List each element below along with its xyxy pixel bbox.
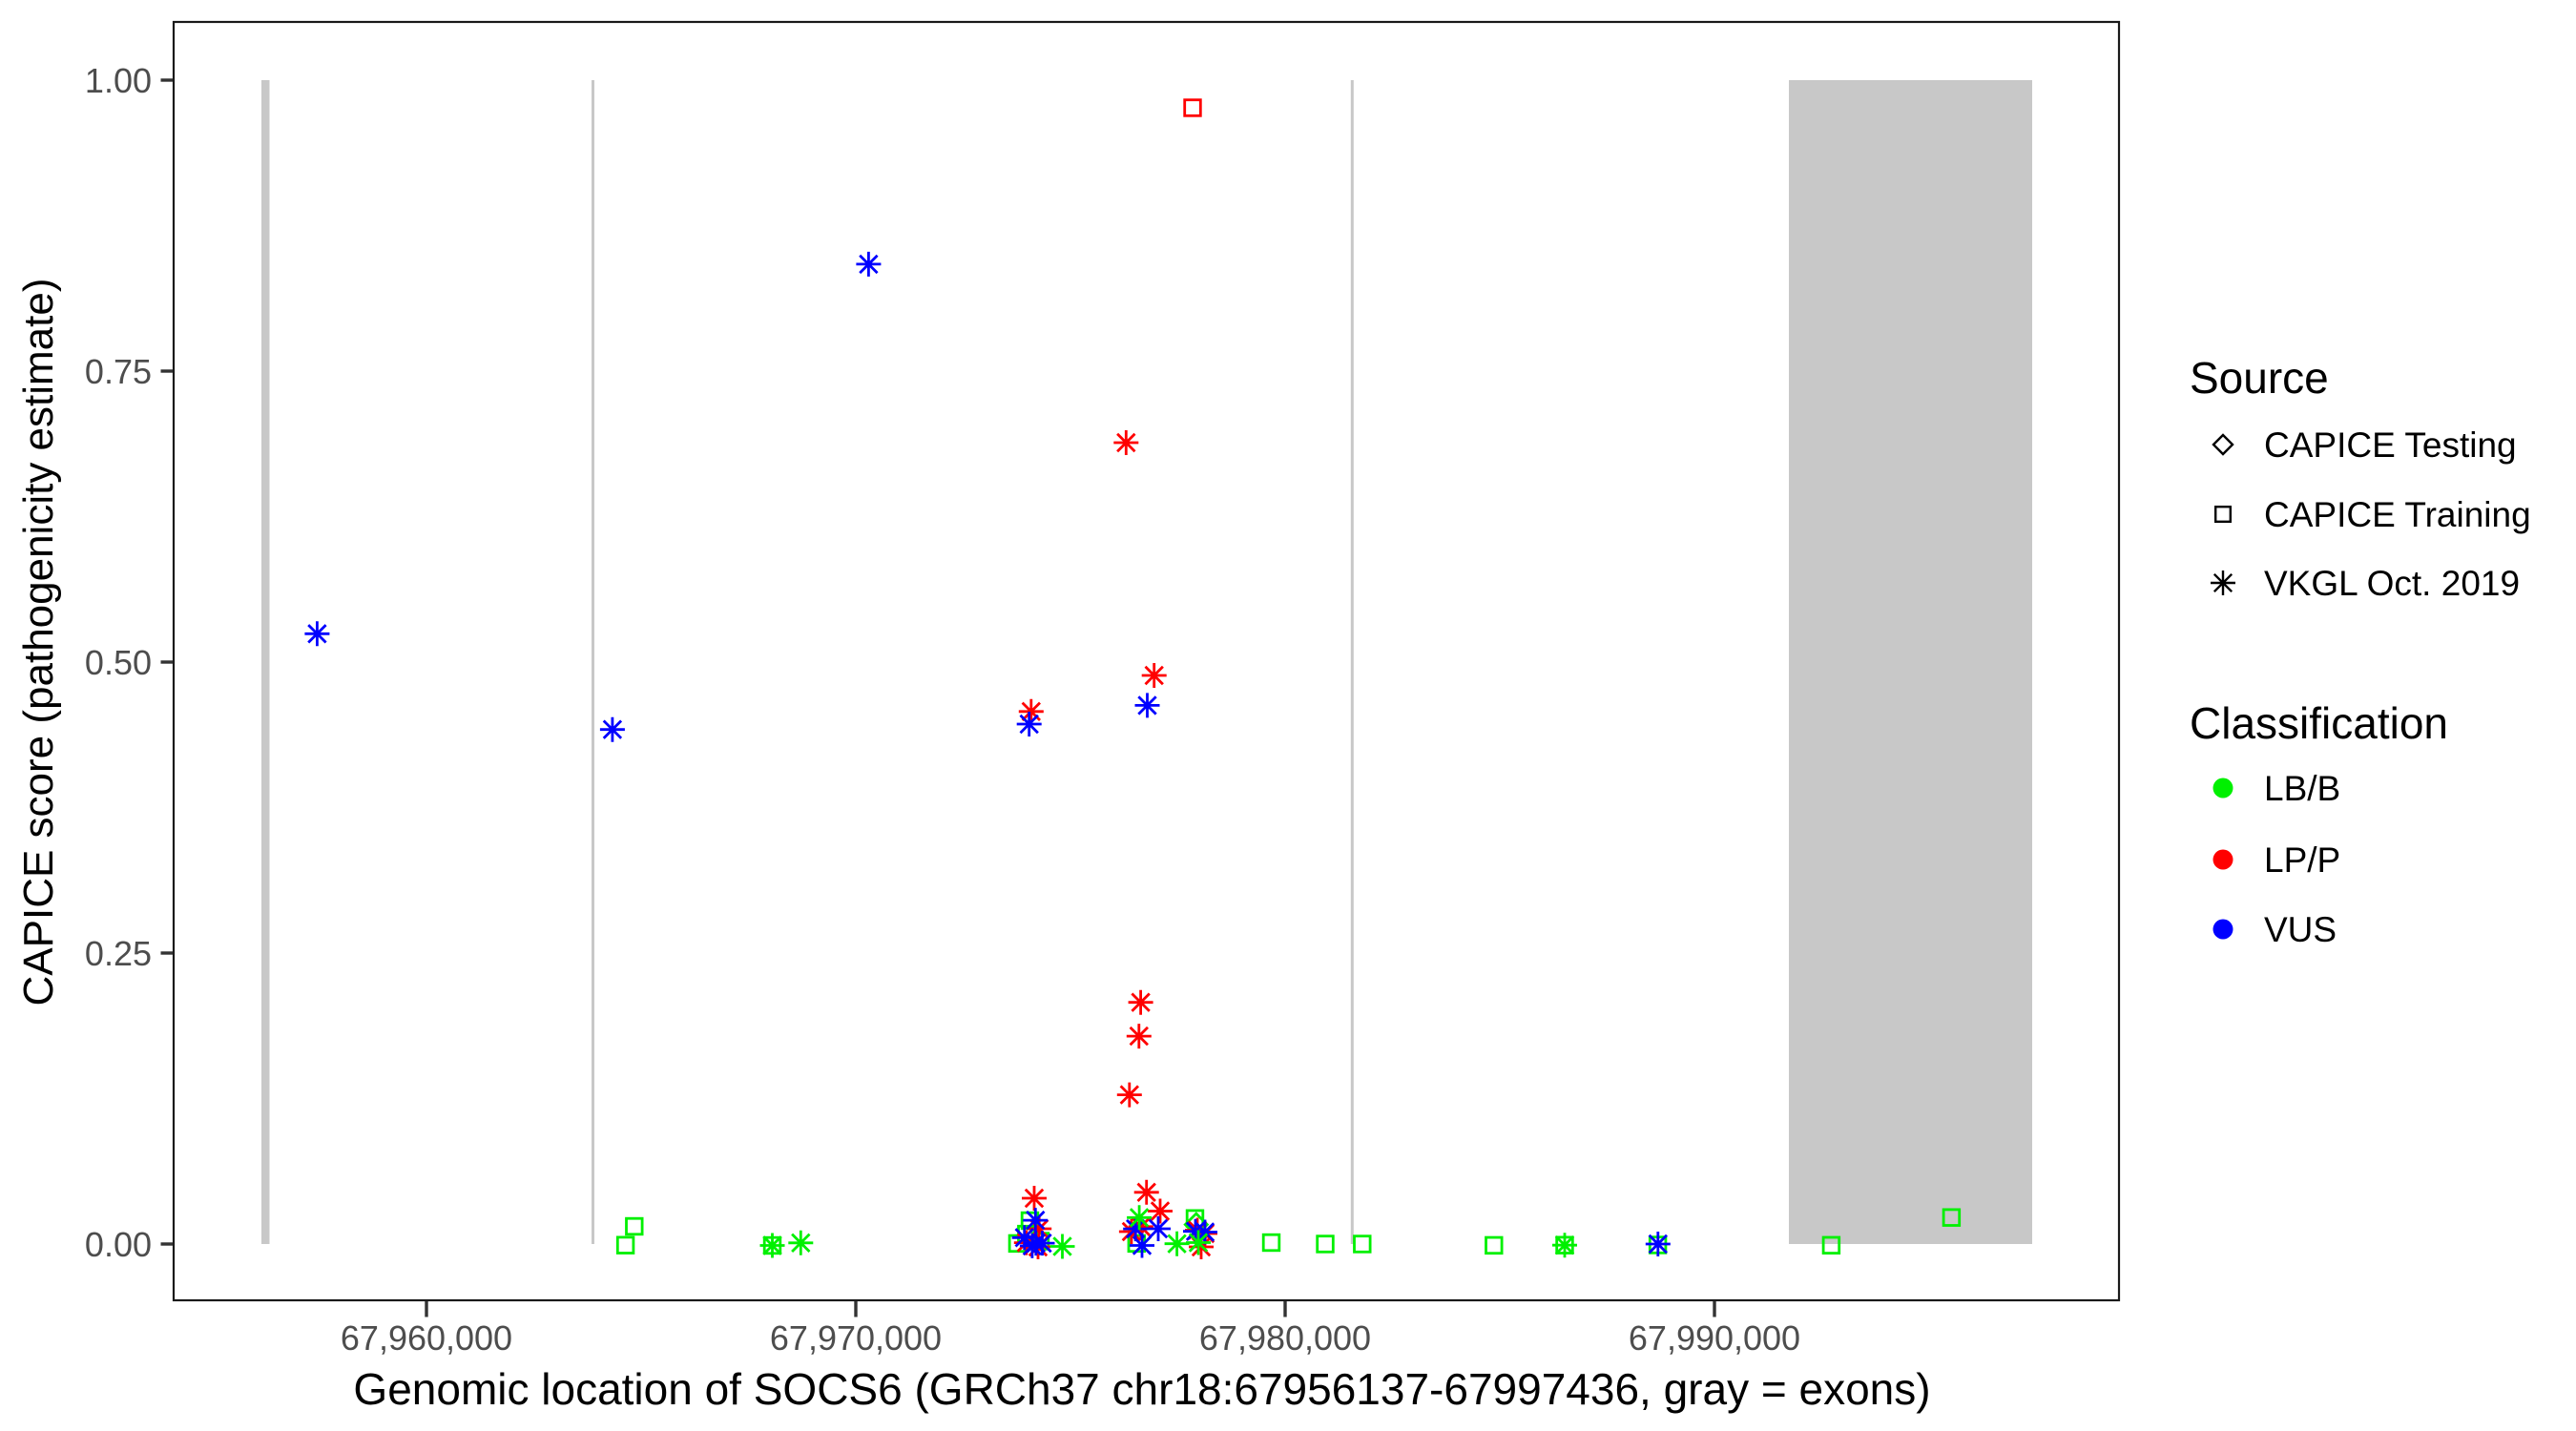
svg-text:67,980,000: 67,980,000 <box>1199 1318 1371 1358</box>
svg-text:0.50: 0.50 <box>85 643 152 682</box>
svg-text:67,990,000: 67,990,000 <box>1629 1318 1800 1358</box>
svg-text:LB/B: LB/B <box>2264 769 2340 808</box>
svg-text:CAPICE Training: CAPICE Training <box>2264 495 2531 534</box>
svg-text:1.00: 1.00 <box>85 61 152 100</box>
svg-text:VKGL Oct. 2019: VKGL Oct. 2019 <box>2264 564 2520 603</box>
svg-text:0.00: 0.00 <box>85 1225 152 1264</box>
svg-text:Genomic location of SOCS6 (GRC: Genomic location of SOCS6 (GRCh37 chr18:… <box>353 1364 1930 1414</box>
svg-text:CAPICE score (pathogenicity es: CAPICE score (pathogenicity estimate) <box>15 279 62 1006</box>
svg-text:CAPICE Testing: CAPICE Testing <box>2264 425 2517 465</box>
svg-text:LP/P: LP/P <box>2264 840 2340 880</box>
svg-text:Source: Source <box>2190 353 2329 403</box>
svg-text:VUS: VUS <box>2264 910 2337 949</box>
svg-text:67,970,000: 67,970,000 <box>770 1318 942 1358</box>
svg-text:0.75: 0.75 <box>85 352 152 391</box>
svg-text:67,960,000: 67,960,000 <box>341 1318 512 1358</box>
svg-text:Classification: Classification <box>2190 698 2448 748</box>
svg-text:0.25: 0.25 <box>85 934 152 973</box>
